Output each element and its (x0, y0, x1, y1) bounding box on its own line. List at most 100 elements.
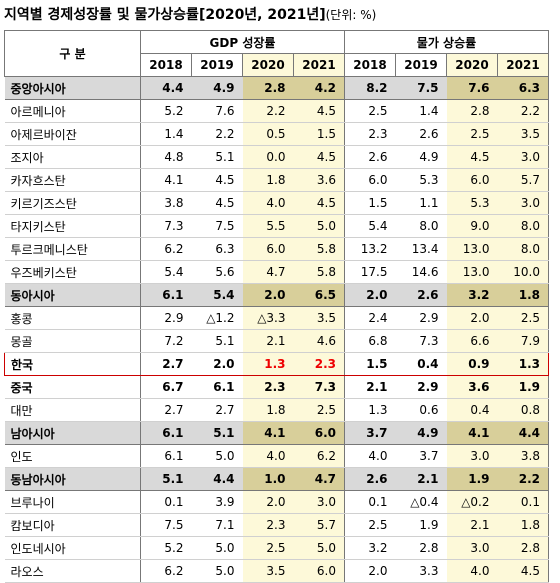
cell: 0.8 (497, 398, 549, 422)
cell: 6.0 (293, 421, 345, 445)
group-header: GDP 성장률 (140, 30, 345, 54)
cell: 2.0 (344, 559, 396, 583)
year-header: 2021 (497, 53, 549, 77)
cell: △1.2 (191, 306, 243, 330)
row-label: 홍콩 (4, 306, 141, 330)
cell: 8.0 (497, 237, 549, 261)
cell: 3.6 (293, 168, 345, 192)
cell: 2.3 (344, 122, 396, 146)
cell: 17.5 (344, 260, 396, 284)
row-label: 브루나이 (4, 490, 141, 514)
title-bar: 지역별 경제성장률 및 물가상승률[2020년, 2021년](단위: %) (4, 4, 376, 26)
cell: 4.5 (191, 191, 243, 215)
cell: 2.9 (395, 306, 447, 330)
cell: 2.6 (344, 467, 396, 491)
row-label: 카자흐스탄 (4, 168, 141, 192)
cell: 7.5 (191, 214, 243, 238)
cell: 2.7 (140, 398, 192, 422)
row-label: 남아시아 (4, 421, 141, 445)
row-label: 동남아시아 (4, 467, 141, 491)
cell: 3.2 (344, 536, 396, 560)
cell: 1.4 (395, 99, 447, 123)
cell: 2.8 (242, 76, 294, 100)
cell: 7.2 (140, 329, 192, 353)
year-header: 2019 (395, 53, 447, 77)
cell: 5.0 (191, 559, 243, 583)
cell: 1.9 (497, 375, 549, 399)
cell: 5.5 (242, 214, 294, 238)
table-row: 동남아시아 5.1 4.4 1.0 4.7 2.6 2.1 1.9 2.2 (4, 467, 549, 491)
cell: 2.3 (293, 352, 345, 376)
table-row: 캄보디아 7.5 7.1 2.3 5.7 2.5 1.9 2.1 1.8 (4, 513, 549, 537)
cell: 6.2 (140, 237, 192, 261)
cell: 0.0 (242, 145, 294, 169)
title: 지역별 경제성장률 및 물가상승률[2020년, 2021년] (4, 7, 326, 23)
cell: 4.5 (497, 559, 549, 583)
cell: 5.7 (497, 168, 549, 192)
cell: 2.4 (344, 306, 396, 330)
cell: 6.1 (191, 375, 243, 399)
cell: 4.6 (293, 329, 345, 353)
cell: 6.0 (344, 168, 396, 192)
cell: 1.9 (395, 513, 447, 537)
year-header: 2020 (446, 53, 498, 77)
row-label: 투르크메니스탄 (4, 237, 141, 261)
cell: 0.5 (242, 122, 294, 146)
cell: 3.5 (293, 306, 345, 330)
cell: 6.2 (140, 559, 192, 583)
cell: 2.9 (395, 375, 447, 399)
cell: 2.5 (293, 398, 345, 422)
cell: 3.0 (497, 145, 549, 169)
cell: 7.6 (446, 76, 498, 100)
cell: 4.5 (191, 168, 243, 192)
cell: 0.4 (446, 398, 498, 422)
table-head: 구 분 GDP 성장률 물가 상승률 2018 2019 2020 2021 2018 2019… (4, 30, 549, 77)
cell: 4.4 (140, 76, 192, 100)
table-row: 한국 2.7 2.0 1.3 2.3 1.5 0.4 0.9 1.3 (4, 352, 549, 376)
cell: 13.0 (446, 237, 498, 261)
label-header: 구 분 (4, 30, 141, 77)
cell: 3.0 (446, 536, 498, 560)
cell: 3.5 (242, 559, 294, 583)
cell: 4.8 (140, 145, 192, 169)
cell: 13.2 (344, 237, 396, 261)
row-label: 아르메니아 (4, 99, 141, 123)
row-label: 캄보디아 (4, 513, 141, 537)
cell: 2.7 (140, 352, 192, 376)
cell: 8.0 (497, 214, 549, 238)
year-header: 2018 (140, 53, 192, 77)
row-label: 동아시아 (4, 283, 141, 307)
cell: 5.8 (293, 260, 345, 284)
cell: 5.4 (140, 260, 192, 284)
cell: 1.8 (497, 513, 549, 537)
cell: 2.2 (497, 467, 549, 491)
cell: 4.9 (191, 76, 243, 100)
cell: 5.4 (344, 214, 396, 238)
cell: 0.1 (497, 490, 549, 514)
cell: 3.9 (191, 490, 243, 514)
cell: 0.1 (140, 490, 192, 514)
cell: 13.0 (446, 260, 498, 284)
table-row: 인도네시아 5.2 5.0 2.5 5.0 3.2 2.8 3.0 2.8 (4, 536, 549, 560)
cell: 4.7 (242, 260, 294, 284)
cell: 4.0 (242, 444, 294, 468)
cell: 2.0 (344, 283, 396, 307)
table-body: 중앙아시아 4.4 4.9 2.8 4.2 8.2 7.5 7.6 6.3 아르메니아 5.2 7.6… (4, 76, 549, 583)
cell: 6.6 (446, 329, 498, 353)
cell: 1.4 (140, 122, 192, 146)
cell: 2.2 (497, 99, 549, 123)
table-row: 중앙아시아 4.4 4.9 2.8 4.2 8.2 7.5 7.6 6.3 (4, 76, 549, 100)
cell: 5.2 (140, 99, 192, 123)
cell: 0.6 (395, 398, 447, 422)
cell: 2.8 (497, 536, 549, 560)
cell: 6.2 (293, 444, 345, 468)
table-row: 타지키스탄 7.3 7.5 5.5 5.0 5.4 8.0 9.0 8.0 (4, 214, 549, 238)
cell: 4.4 (191, 467, 243, 491)
cell: 2.5 (497, 306, 549, 330)
cell: 2.0 (242, 283, 294, 307)
cell: 13.4 (395, 237, 447, 261)
cell: 4.5 (446, 145, 498, 169)
cell: 8.0 (395, 214, 447, 238)
cell: 4.4 (497, 421, 549, 445)
cell: △0.4 (395, 490, 447, 514)
